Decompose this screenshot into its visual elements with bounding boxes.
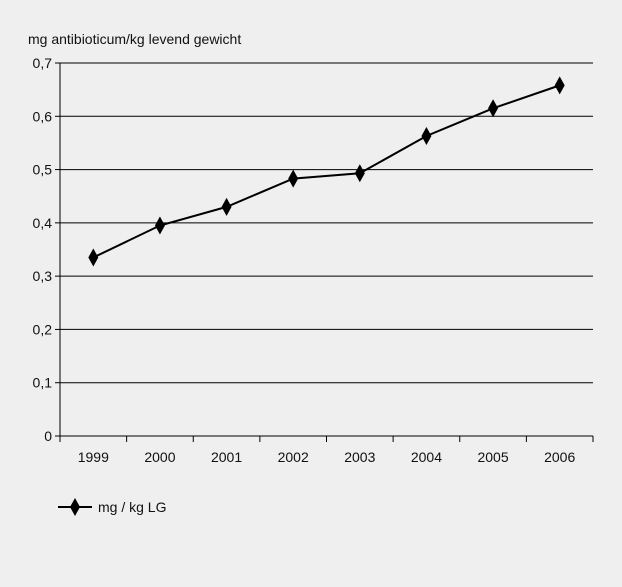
legend-marker-diamond bbox=[70, 498, 80, 516]
x-tick-labels: 1999 2000 2001 2002 2003 2004 2005 2006 bbox=[78, 449, 576, 465]
y-tick-label: 0,1 bbox=[33, 375, 53, 391]
x-tick-label: 2003 bbox=[344, 449, 375, 465]
y-tick-label: 0,3 bbox=[33, 268, 53, 284]
y-axis-title: mg antibioticum/kg levend gewicht bbox=[28, 31, 241, 47]
data-point-marker bbox=[154, 216, 165, 235]
x-tick-label: 2004 bbox=[411, 449, 442, 465]
data-point-marker bbox=[221, 197, 232, 216]
x-tick-label: 2001 bbox=[211, 449, 242, 465]
y-tick-labels: 0 0,1 0,2 0,3 0,4 0,5 0,6 0,7 bbox=[33, 55, 53, 444]
data-point-marker bbox=[88, 248, 99, 267]
y-tick-label: 0,6 bbox=[33, 108, 53, 124]
x-tick-label: 2006 bbox=[544, 449, 575, 465]
y-tick-label: 0,7 bbox=[33, 55, 53, 71]
y-tick-label: 0,4 bbox=[33, 215, 53, 231]
axes bbox=[55, 62, 594, 442]
y-tick-label: 0,5 bbox=[33, 162, 53, 178]
y-tick-label: 0,2 bbox=[33, 321, 53, 337]
legend: mg / kg LG bbox=[58, 498, 166, 516]
x-tick-label: 2005 bbox=[477, 449, 508, 465]
gridlines bbox=[60, 62, 593, 384]
x-tick-label: 1999 bbox=[78, 449, 109, 465]
y-tick-label: 0 bbox=[44, 428, 52, 444]
x-tick-label: 2000 bbox=[144, 449, 175, 465]
legend-label: mg / kg LG bbox=[98, 499, 166, 515]
data-point-marker bbox=[421, 127, 432, 146]
x-tick-label: 2002 bbox=[278, 449, 309, 465]
data-point-marker bbox=[288, 169, 299, 188]
data-point-marker bbox=[488, 99, 499, 118]
data-point-marker bbox=[554, 76, 565, 95]
data-markers bbox=[88, 76, 565, 267]
series-line bbox=[92, 84, 561, 259]
data-point-marker bbox=[354, 164, 365, 183]
